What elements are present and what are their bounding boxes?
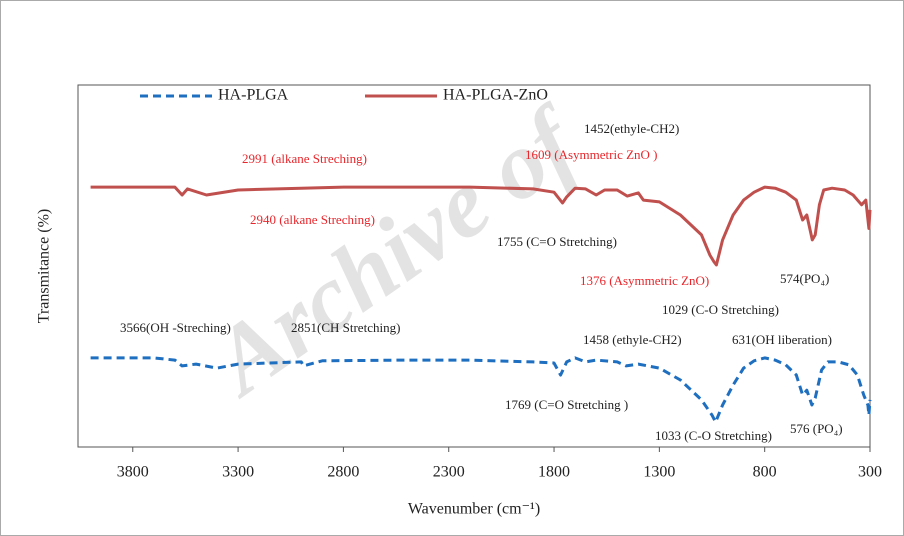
annotation: 2940 (alkane Streching) [250,212,375,227]
annotation: 1033 (C-O Stretching) [655,428,772,443]
x-tick-label: 3300 [222,464,254,481]
annotation: 1029 (C-O Stretching) [662,302,779,317]
annotation: 1376 (Asymmetric ZnO) [580,273,709,288]
x-tick-label: 1800 [538,464,570,481]
x-tick-label: 2800 [327,464,359,481]
plot-frame [77,84,871,448]
y-axis-label: Transmitance (%) [36,209,53,324]
annotation: 574(PO₄) [780,271,829,286]
series-line [90,185,872,267]
annotation: 1769 (C=O Stretching ) [505,397,628,412]
legend-label: HA-PLGA [218,87,289,104]
x-tick-label: 2300 [433,464,465,481]
x-tick-label: 800 [753,464,777,481]
annotation: 3566(OH -Streching) [120,320,231,335]
annotation: 2991 (alkane Streching) [242,151,367,166]
annotation: 1452(ethyle-CH2) [584,121,679,136]
annotation: 576 (PO₄) [790,421,843,436]
annotation: 1609 (Asymmetric ZnO ) [525,147,658,162]
x-tick-label: 300 [858,464,882,481]
legend-label: HA-PLGA-ZnO [443,87,548,104]
annotation: 2851(CH Stretching) [291,320,400,335]
x-tick-label: 1300 [643,464,675,481]
annotation: 1458 (ethyle-CH2) [583,332,682,347]
x-axis-label: Wavenumber (cm⁻¹) [408,501,540,518]
annotation: 631(OH liberation) [732,332,832,347]
x-tick-label: 3800 [117,464,149,481]
series-line [90,356,872,424]
annotation: 1755 (C=O Stretching) [497,234,617,249]
